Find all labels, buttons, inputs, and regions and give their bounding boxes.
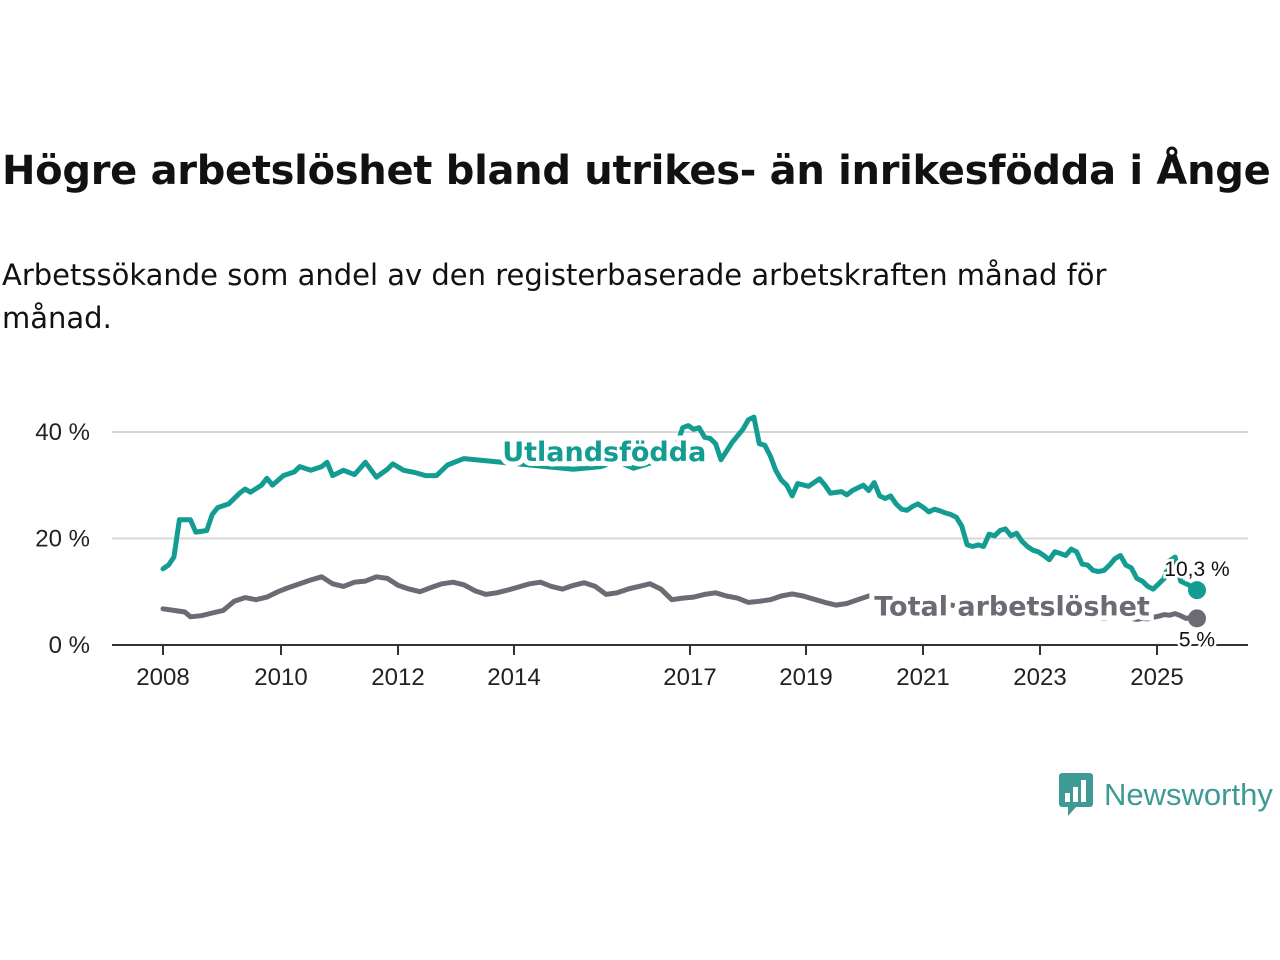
chart-title: Högre arbetslöshet bland utrikes- än inr… bbox=[2, 148, 1271, 194]
y-tick-label: 40 % bbox=[35, 419, 90, 446]
y-axis-ticks: 0 % 20 % 40 % bbox=[35, 419, 90, 659]
newsworthy-logo-icon bbox=[1059, 773, 1093, 816]
x-tick-label: 2019 bbox=[779, 664, 832, 691]
x-tick-label: 2010 bbox=[254, 664, 307, 691]
series-annotations: Utlandsfödda Total arbetslöshet bbox=[497, 432, 1155, 627]
utlandsfodda-line bbox=[160, 414, 1200, 593]
x-tick-label: 2021 bbox=[896, 664, 949, 691]
y-tick-label: 0 % bbox=[49, 632, 90, 659]
utlandsfodda-end-label: 10,3 % bbox=[1164, 558, 1229, 581]
x-tick-label: 2008 bbox=[136, 664, 189, 691]
x-tick-label: 2017 bbox=[663, 664, 716, 691]
chart-subtitle: Arbetssökande som andel av den registerb… bbox=[2, 258, 1107, 335]
x-axis-ticks: 2008 2010 2012 2014 2017 2019 2021 2023 2025 bbox=[136, 645, 1184, 691]
brand-name: Newsworthy bbox=[1104, 777, 1273, 812]
line-chart: 0 % 20 % 40 % 2008 2010 2012 2014 2017 2019 2021… bbox=[35, 414, 1248, 691]
x-tick-label: 2023 bbox=[1013, 664, 1066, 691]
utlandsfodda-label: Utlandsfödda bbox=[502, 437, 706, 468]
x-tick-label: 2012 bbox=[371, 664, 424, 691]
total-end-label: 5 % bbox=[1179, 628, 1215, 651]
series-lines bbox=[160, 414, 1200, 622]
total-label: Total arbetslöshet bbox=[874, 592, 1150, 623]
y-tick-label: 20 % bbox=[35, 525, 90, 552]
total-end-dot bbox=[1188, 609, 1206, 628]
x-tick-label: 2025 bbox=[1130, 664, 1183, 691]
total-line bbox=[160, 574, 1200, 622]
x-tick-label: 2014 bbox=[487, 664, 540, 691]
series-end-markers: 10,3 % 5 % bbox=[1162, 556, 1232, 654]
brand-logo: Newsworthy bbox=[1058, 772, 1273, 818]
utlandsfodda-end-dot bbox=[1188, 581, 1206, 600]
